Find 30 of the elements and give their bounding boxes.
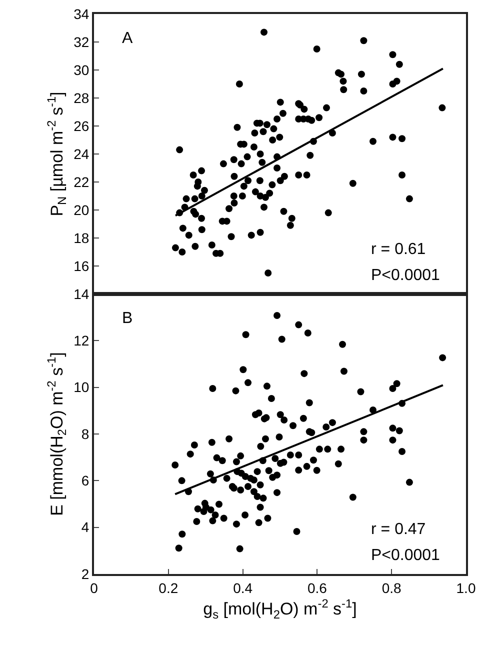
y-tick-label: 16 <box>74 258 90 274</box>
annotation: P<0.0001 <box>371 547 440 564</box>
y-tick-label: 14 <box>74 286 90 302</box>
y-tick-label: 20 <box>74 202 90 218</box>
y-tick-label: 30 <box>74 62 90 78</box>
annotation: r = 0.61 <box>371 241 426 258</box>
y-tick-label: 12 <box>74 332 90 349</box>
x-tick-label: 0 <box>90 580 98 596</box>
y-tick-label: 26 <box>74 118 90 134</box>
annotation: A <box>122 30 133 47</box>
annotation: B <box>122 310 133 327</box>
text: g$_{s}$ [mol(H$_{2}$O) m$^{-2}$ s$^{-1}$] <box>203 596 357 622</box>
y-tick-label: 2 <box>81 566 90 582</box>
y-tick-label: 8 <box>81 426 90 442</box>
y-tick-label: 32 <box>74 34 90 50</box>
x-tick-label: 0.6 <box>307 580 328 596</box>
y-tick-label: 10 <box>74 379 90 396</box>
y-tick-label: 24 <box>74 146 90 162</box>
x-tick-label: 0.8 <box>382 580 402 596</box>
annotation: P<0.0001 <box>371 267 440 284</box>
y-tick-label: 6 <box>81 472 90 489</box>
y-tick-label: 22 <box>74 174 90 190</box>
y-tick-label: 4 <box>81 519 90 536</box>
x-tick-label: 0.2 <box>158 580 178 596</box>
x-tick-label: 1.0 <box>456 580 476 596</box>
y-tick-label: 28 <box>74 90 90 106</box>
y-tick-label: 34 <box>74 6 90 22</box>
y-tick-label: 18 <box>74 230 90 246</box>
annotation: r = 0.47 <box>371 521 426 538</box>
x-tick-label: 0.4 <box>233 580 253 596</box>
